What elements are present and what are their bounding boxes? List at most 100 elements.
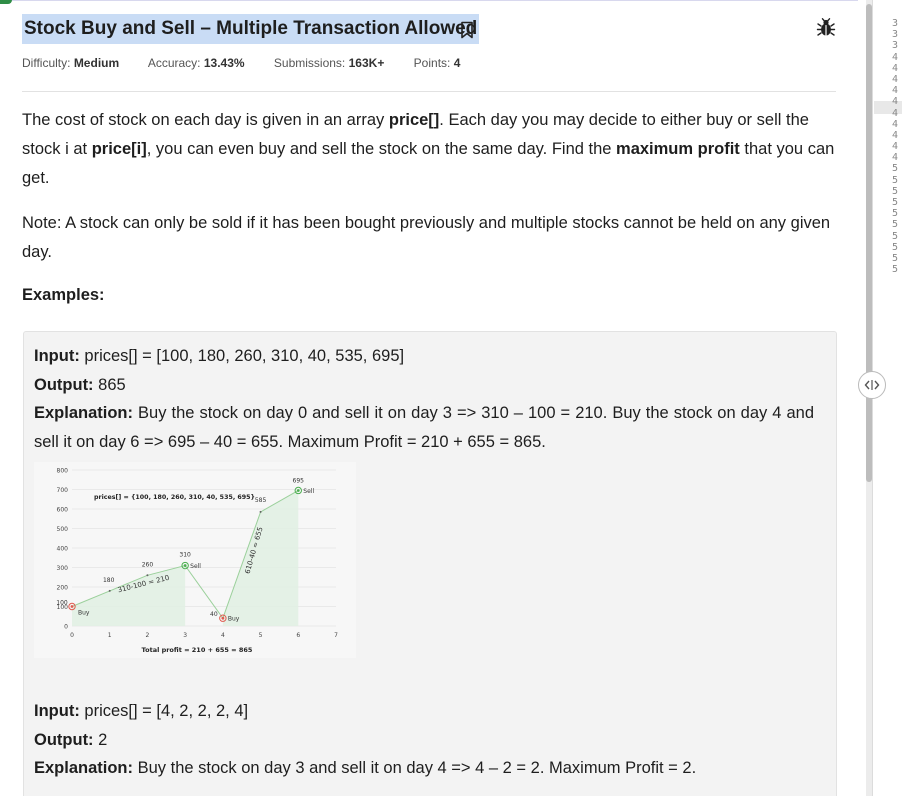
example-2-input: Input: prices[] = [4, 2, 2, 2, 4] — [34, 702, 249, 720]
x-tick-label: 3 — [183, 632, 187, 639]
line-number: 4 — [892, 141, 899, 153]
example-1-output: Output: 865 — [34, 376, 126, 394]
resize-handle[interactable] — [858, 371, 886, 399]
bookmark-icon[interactable] — [460, 21, 474, 39]
line-number: 4 — [892, 152, 899, 164]
bug-icon[interactable] — [816, 18, 836, 38]
marker-label: Buy — [228, 616, 240, 623]
header-divider — [22, 91, 836, 92]
y-tick-label: 200 — [57, 585, 69, 592]
line-number: 3 — [892, 40, 899, 52]
line-number: 4 — [892, 51, 899, 63]
points: Points: 4 — [413, 56, 461, 70]
point-label: 40 — [210, 611, 218, 618]
y-tick-label: 0 — [64, 624, 68, 631]
line-number: 4 — [892, 118, 899, 130]
x-tick-label: 4 — [221, 632, 225, 639]
x-tick-label: 1 — [108, 632, 112, 639]
data-point — [259, 510, 262, 513]
point-label: 100 — [56, 600, 68, 607]
line-number: 3 — [892, 18, 899, 29]
line-number: 5 — [892, 208, 899, 220]
x-tick-label: 2 — [146, 632, 150, 639]
buy-marker — [68, 602, 76, 611]
examples-box: Input: prices[] = [100, 180, 260, 310, 4… — [23, 331, 837, 796]
marker-label: Sell — [303, 488, 314, 495]
scrollbar-thumb[interactable] — [866, 4, 872, 482]
line-number: 4 — [892, 107, 899, 119]
line-number: 4 — [892, 96, 899, 108]
x-tick-label: 7 — [334, 632, 338, 639]
problem-title: Stock Buy and Sell – Multiple Transactio… — [22, 14, 480, 44]
chart-title: prices[] = {100, 180, 260, 310, 40, 535,… — [94, 494, 255, 501]
problem-note: Note: A stock can only be sold if it has… — [22, 214, 831, 261]
problem-meta: Difficulty: Medium Accuracy: 13.43% Subm… — [22, 56, 486, 70]
y-tick-label: 400 — [57, 546, 69, 553]
price-chart: 0 100 200 300 400 500 600 700 800 0 1 2 3 4 5 6 7 100 180 2… — [56, 468, 338, 655]
sell-marker — [294, 486, 302, 495]
buy-marker-dot — [221, 616, 225, 620]
difficulty-value: Medium — [73, 56, 120, 70]
top-border — [0, 0, 902, 1]
line-number: 4 — [892, 129, 899, 141]
sell-marker-dot — [296, 489, 300, 492]
line-number: 4 — [892, 73, 899, 85]
resize-handle-icon — [864, 380, 880, 390]
example-2-output: Output: 2 — [34, 731, 108, 749]
examples-heading: Examples: — [22, 286, 105, 304]
submissions-value: 163K+ — [348, 56, 385, 70]
line-number: 5 — [892, 241, 899, 253]
points-value: 4 — [453, 56, 461, 70]
profit-area — [222, 490, 299, 626]
example-chart: 0 100 200 300 400 500 600 700 800 0 1 2 3 4 5 6 7 100 180 2… — [34, 462, 356, 658]
active-line-highlight — [874, 101, 902, 114]
example-1-input: Input: prices[] = [100, 180, 260, 310, 4… — [34, 347, 405, 365]
example-2-explanation: Explanation: Buy the stock on day 3 and … — [34, 759, 697, 777]
profit-area — [72, 565, 186, 626]
line-number: 5 — [892, 174, 899, 186]
buy-marker — [219, 614, 227, 622]
y-tick-label: 800 — [57, 468, 69, 475]
y-tick-label: 300 — [57, 565, 69, 572]
line-number: 4 — [892, 85, 899, 97]
y-tick-label: 500 — [57, 526, 69, 533]
x-tick-label: 0 — [70, 632, 74, 639]
line-number: 5 — [892, 230, 899, 242]
point-label: 695 — [293, 477, 305, 484]
sell-marker-dot — [183, 564, 187, 567]
point-label: 310 — [179, 552, 191, 559]
y-tick-label: 100 — [57, 604, 69, 611]
marker-label: Buy — [78, 610, 90, 617]
chart-xlabel: Total profit = 210 + 655 = 865 — [142, 646, 253, 654]
line-number: 5 — [892, 252, 899, 264]
marker-label: Sell — [190, 563, 201, 570]
problem-pane: Stock Buy and Sell – Multiple Transactio… — [22, 14, 840, 796]
data-point — [146, 574, 149, 577]
line-number: 5 — [892, 197, 899, 208]
progress-accent — [0, 0, 12, 4]
point-label: 180 — [103, 577, 115, 584]
x-tick-label: 5 — [259, 632, 263, 639]
line-number: 3 — [892, 29, 899, 41]
line-number: 5 — [892, 219, 899, 231]
line-number: 4 — [892, 62, 899, 74]
y-tick-label: 600 — [57, 507, 69, 514]
line-number: 5 — [892, 264, 899, 276]
point-label: 585 — [255, 497, 267, 504]
line-number: 5 — [892, 163, 899, 175]
x-tick-label: 6 — [296, 632, 300, 639]
point-label: 260 — [142, 561, 154, 568]
accuracy: Accuracy: 13.43% — [147, 56, 245, 70]
data-point — [108, 589, 111, 592]
line-number: 5 — [892, 185, 899, 197]
submissions: Submissions: 163K+ — [273, 56, 385, 70]
example-1-explanation: Explanation: Buy the stock on day 0 and … — [34, 404, 814, 451]
title-row: Stock Buy and Sell – Multiple Transactio… — [22, 14, 840, 46]
accuracy-value: 13.43% — [203, 56, 245, 70]
sell-marker — [181, 561, 189, 570]
problem-statement: The cost of stock on each day is given i… — [22, 111, 835, 187]
y-tick-label: 700 — [57, 487, 69, 494]
buy-marker-dot — [70, 605, 74, 608]
difficulty: Difficulty: Medium — [22, 56, 120, 70]
